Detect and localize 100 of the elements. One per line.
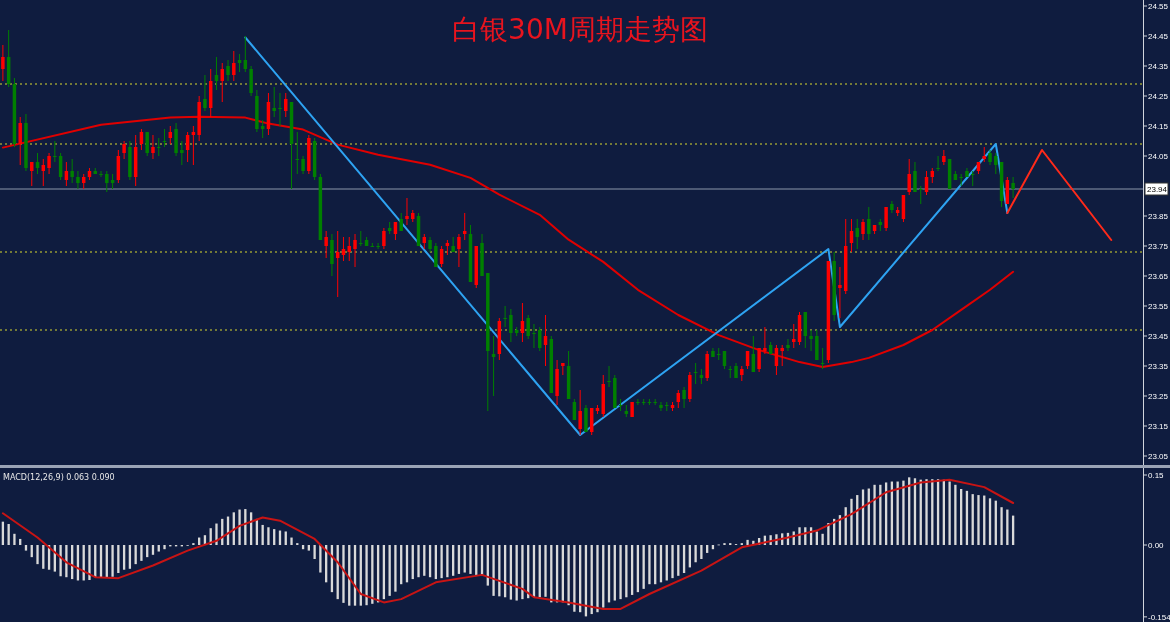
bar [157,545,160,552]
bar [873,484,876,545]
bar [648,545,651,585]
bar [977,495,980,545]
bar [267,527,270,545]
candlestick [526,314,530,340]
y-tick-label: 23.65 [1148,272,1169,281]
bar [694,545,697,563]
candlestick [203,74,207,112]
ref-line-label: 23.94 [1147,185,1168,194]
candlestick [693,362,698,385]
bar [13,533,16,545]
bar [319,545,322,573]
bar [700,545,703,559]
candlestick [53,140,57,163]
y-tick-label: 24.15 [1148,122,1169,131]
bar [902,480,905,545]
bar [850,498,853,545]
bar [313,545,316,559]
candlestick [618,398,623,412]
candlestick [532,323,536,349]
candlestick [99,170,103,178]
candlestick [509,308,513,343]
candlestick [353,233,357,268]
candlestick [491,335,496,397]
candlestick [376,242,380,250]
y-tick-label: 23.45 [1148,332,1169,341]
bar [365,545,368,606]
y-tick-label: 23.35 [1148,362,1169,371]
bar [925,479,928,545]
candlestick [76,170,80,190]
bar [544,545,547,597]
candlestick [907,158,911,196]
bar [163,545,166,550]
candlestick [1,44,5,82]
candlestick [359,230,363,247]
candlestick [457,233,461,268]
candlestick [503,305,507,328]
candlestick [970,170,975,187]
candlestick [792,323,796,349]
candlestick [324,230,328,259]
bar [24,545,28,551]
candlestick [815,329,819,361]
candlestick [994,152,998,175]
bar [417,545,420,578]
bar [492,545,495,596]
y-tick-label: 23.55 [1148,302,1169,311]
bar [671,545,674,579]
candlestick [145,131,149,157]
bar [238,509,241,545]
candlestick [47,152,51,175]
bar [394,545,397,592]
text: 白银30M周期走势图 [452,13,708,46]
candlestick [157,137,161,157]
y-tick-label: 24.55 [1148,2,1169,11]
candlestick [757,347,761,373]
y-tick-label: 24.25 [1148,92,1169,101]
bar [59,545,62,577]
bar [1000,507,1003,545]
bar [573,545,576,612]
y-tick-label: 0.00 [1148,541,1165,550]
y-tick-label: 23.25 [1148,392,1169,401]
candlestick [18,116,22,166]
y-tick-label: 23.15 [1148,422,1169,431]
bar [954,484,957,545]
bar [88,545,91,580]
candlestick [919,185,923,205]
bar [307,545,310,551]
candlestick [936,155,940,172]
bar [284,531,287,545]
y-tick-label: 24.45 [1148,32,1169,41]
candlestick [913,161,917,193]
candlestick [578,389,582,436]
y-tick-label: 23.05 [1148,452,1169,461]
bar [567,545,570,606]
bar [111,545,114,577]
candlestick [249,65,253,97]
y-tick-label: 24.35 [1148,62,1169,71]
candlestick [688,371,692,403]
candlestick [405,197,409,226]
candlestick [162,128,167,148]
candlestick [584,404,588,433]
bar [290,537,293,545]
bar [140,545,143,561]
candlestick [151,134,155,160]
bar [596,545,599,613]
bar [342,545,345,603]
annotation: MACD(12,26,9) 0.063 0.090 [3,473,115,482]
bar [446,545,449,578]
candlestick [226,59,230,82]
candlestick [861,218,865,241]
candlestick [272,86,276,118]
candlestick [232,50,236,82]
candlestick [70,158,74,184]
y-tick-label: 23.75 [1148,242,1169,251]
candlestick [682,386,686,409]
candlestick [105,170,109,193]
bar [521,545,524,600]
candlestick [295,131,300,175]
bar [619,545,622,600]
